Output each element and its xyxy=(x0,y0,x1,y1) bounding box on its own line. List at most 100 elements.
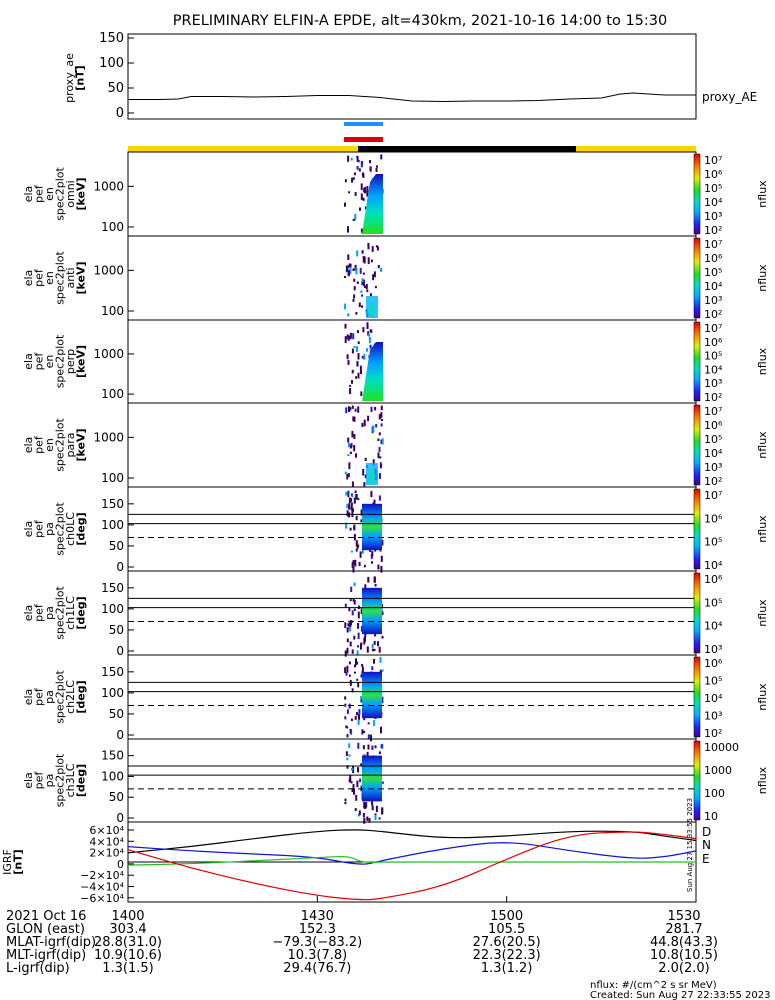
spectrogram-pixel xyxy=(346,473,349,480)
igrf-panel: 6×10⁴4×10⁴2×10⁴0−2×10⁴−4×10⁴−6×10⁴IGRF[n… xyxy=(1,798,712,905)
y-axis-label-line: pa xyxy=(43,690,56,704)
spectrogram-pixel xyxy=(344,303,347,310)
spectrogram-pixel xyxy=(364,802,367,809)
spectrogram-pixel xyxy=(370,259,373,263)
spectrogram-pixel xyxy=(378,446,381,452)
spectrogram-pixel xyxy=(379,456,382,459)
y-tick-label: 0 xyxy=(116,106,124,121)
spectrogram-pixel xyxy=(360,608,363,615)
y-tick-label: 150 xyxy=(101,581,124,595)
y-axis-label-line: en xyxy=(43,355,56,369)
spectrogram-pixel xyxy=(344,650,347,657)
spectrogram-pixel xyxy=(362,813,365,818)
y-axis-label-line: pa xyxy=(43,774,56,788)
y-axis-label-line: pef xyxy=(32,687,45,706)
igrf-legend-D: D xyxy=(702,825,711,839)
y-axis-label-line: spec2plot xyxy=(53,418,66,472)
spectrogram-pixel xyxy=(367,257,370,264)
spectrogram-pixel xyxy=(346,269,349,271)
spectrogram-pixel xyxy=(381,696,384,704)
spectrogram-pixel xyxy=(350,503,353,511)
igrf-legend-E: E xyxy=(702,852,710,866)
spectrogram-pixel xyxy=(372,274,375,281)
colorbar xyxy=(694,573,700,653)
y-axis-label-line: pef xyxy=(32,435,45,454)
igrf-legend-N: N xyxy=(702,838,711,852)
spectrogram-pixel xyxy=(348,743,351,748)
spectrogram-pixel xyxy=(361,281,364,286)
colorbar-tick-label: 100 xyxy=(704,787,725,800)
units-note: nflux: #/(cm^2 s sr MeV) xyxy=(590,980,717,991)
y-axis-label-line: ela xyxy=(22,605,35,622)
spectrogram-pixel xyxy=(348,703,351,709)
spectrogram-pixel xyxy=(361,355,364,359)
spectrogram-pixel xyxy=(373,640,376,645)
y-tick-label: 1000 xyxy=(93,430,124,444)
spectrogram-pixel xyxy=(360,674,363,678)
spectrogram-pixel xyxy=(360,509,363,516)
y-tick-label: 0 xyxy=(116,560,124,574)
spectrogram-pixel xyxy=(354,192,357,196)
axis-row-value: 1430 xyxy=(301,909,334,924)
spectrogram-pixel xyxy=(348,406,350,413)
spectrogram-pixel xyxy=(368,336,371,344)
y-axis-label-line: ela xyxy=(22,689,35,706)
spectrogram-pixel xyxy=(344,622,347,629)
spectrogram-pixel xyxy=(380,405,383,411)
spectrogram-pixels xyxy=(345,490,384,573)
panel-frame xyxy=(127,570,697,656)
spectrogram-pixel xyxy=(346,757,349,761)
spectrogram-pixel xyxy=(361,278,364,283)
y-tick-label: 150 xyxy=(101,665,124,679)
spectrogram-pixel xyxy=(353,533,356,541)
spectrogram-pixel xyxy=(350,157,353,161)
spectrogram-pixel xyxy=(371,799,374,806)
spectrogram-pixel xyxy=(344,276,346,278)
y-tick-label: 50 xyxy=(109,623,124,637)
spectrogram-pixel xyxy=(351,177,354,183)
colorbar-label: nflux xyxy=(756,180,769,208)
y-axis-label-line: [deg] xyxy=(74,680,87,713)
colorbar-tick-label: 10 xyxy=(704,810,718,823)
colorbar-tick-label: 10³ xyxy=(704,377,722,390)
y-tick-label: 100 xyxy=(101,686,124,700)
spectrogram-pixel xyxy=(376,246,379,251)
axis-row-value: 1.3(1.5) xyxy=(102,961,154,976)
spectrogram-pixel xyxy=(347,490,350,498)
spectrogram-pixel xyxy=(354,716,357,720)
spectrogram-pixel xyxy=(347,272,350,276)
spectrogram-pixel xyxy=(353,788,355,795)
y-axis-label-line: IGRF xyxy=(1,849,14,875)
colorbar-tick-label: 10⁶ xyxy=(704,168,723,181)
colorbar-tick-label: 10² xyxy=(704,224,722,237)
spectrogram-pixel xyxy=(347,437,350,443)
spectrogram-pixel xyxy=(360,391,363,396)
axis-row-value: −79.3(−83.2) xyxy=(272,935,362,950)
spectrogram-pixel xyxy=(375,167,378,172)
spectrogram-pixel xyxy=(351,369,354,374)
blue-marker xyxy=(344,122,383,126)
spectrogram-pixel xyxy=(348,754,351,757)
spectrogram-pixels xyxy=(344,742,384,824)
axis-row-value: 152.3 xyxy=(299,922,336,937)
y-axis-label-line: spec2plot xyxy=(53,753,66,807)
spectrogram-pixel xyxy=(345,407,348,414)
axis-row-value: 105.5 xyxy=(488,922,525,937)
y-axis-label-line: pef xyxy=(32,519,45,538)
colorbar-frame xyxy=(693,321,701,402)
spectrogram-pixel xyxy=(370,491,373,498)
colorbar xyxy=(694,657,700,737)
spectrogram-pixel xyxy=(353,286,356,291)
y-axis-label-line: spec2plot xyxy=(53,167,66,221)
y-axis-label-line: [keV] xyxy=(74,177,87,210)
spectrogram-pixel xyxy=(344,336,347,344)
spectrogram-pixel xyxy=(349,332,352,338)
spectrogram-pixel xyxy=(381,669,384,672)
spectrogram-pixel xyxy=(357,682,360,688)
spectrogram-pixel xyxy=(357,622,360,629)
y-tick-label: 2×10⁴ xyxy=(89,847,124,860)
colorbar-tick-label: 10³ xyxy=(704,643,722,656)
colorbar-label: nflux xyxy=(756,683,769,711)
spectrogram-pixel xyxy=(378,432,381,436)
